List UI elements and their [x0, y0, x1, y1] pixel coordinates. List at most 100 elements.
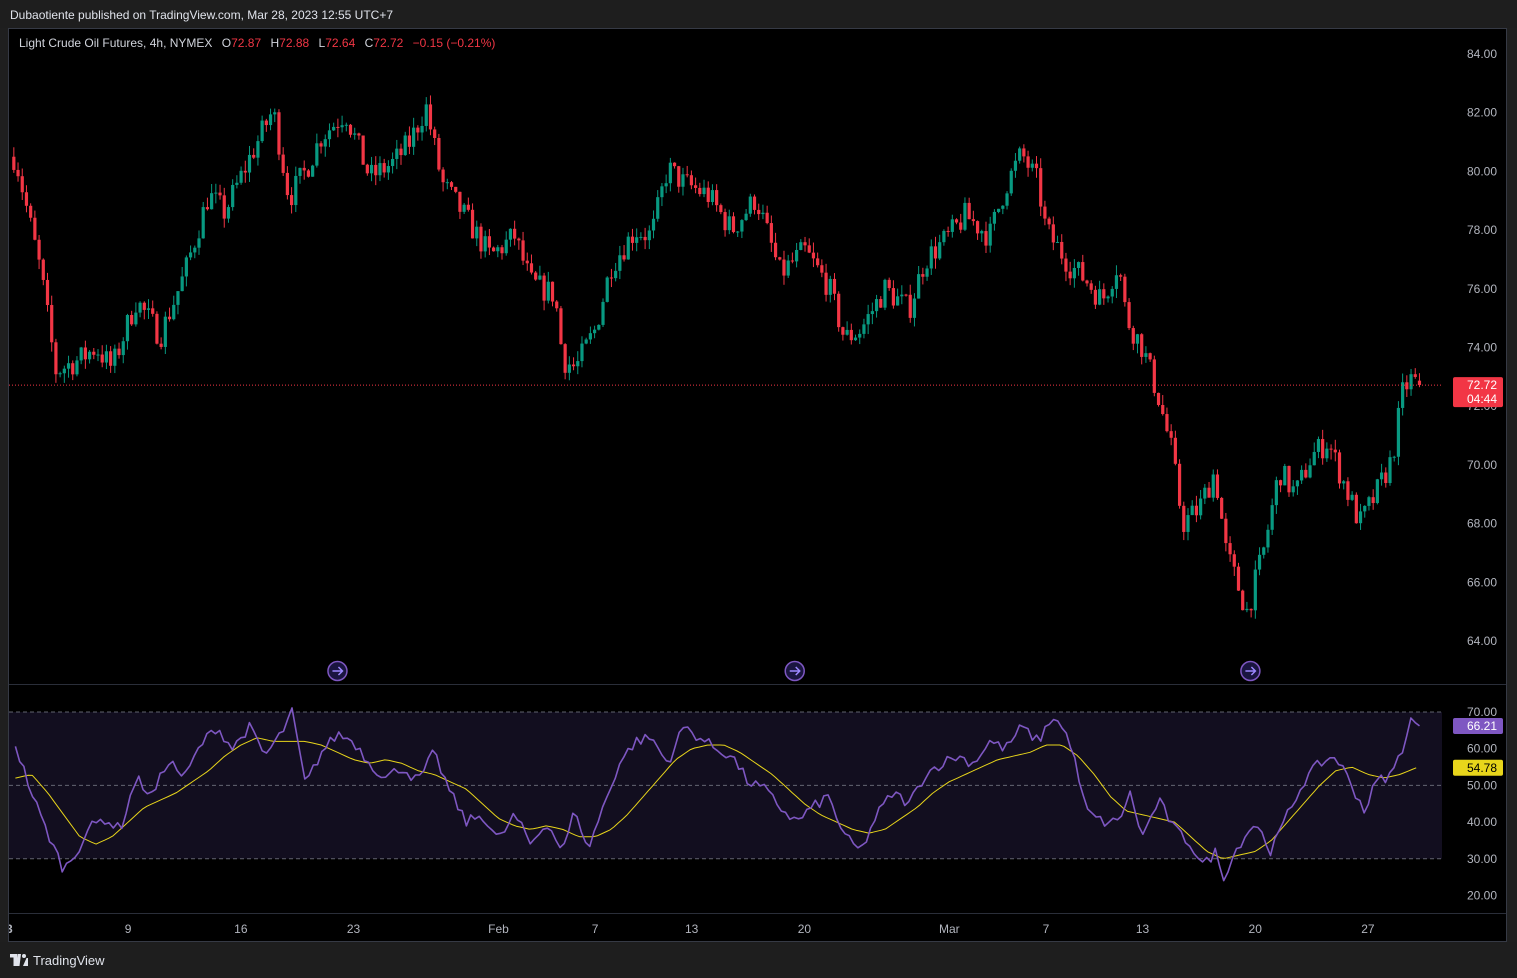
- candle-body: [1308, 465, 1312, 478]
- event-marker-arrow: [1245, 666, 1257, 676]
- candle-body: [1043, 206, 1047, 219]
- legend-close-label: C: [364, 36, 374, 50]
- candle-body: [428, 104, 433, 130]
- candle-body: [1203, 487, 1207, 499]
- candle-body: [1354, 494, 1358, 524]
- time-axis-tick: 23: [347, 922, 361, 936]
- candle-body: [319, 143, 323, 147]
- candle-body: [664, 183, 668, 187]
- candle-body: [374, 164, 378, 176]
- candle-body: [470, 209, 475, 239]
- candle-body: [163, 316, 167, 347]
- candle-body: [1245, 608, 1249, 611]
- candle-body: [811, 252, 816, 259]
- candle-body: [1363, 505, 1367, 512]
- candle-body: [289, 195, 294, 206]
- tradingview-logo-icon[interactable]: [10, 954, 28, 966]
- candle-body: [487, 236, 491, 248]
- candle-body: [210, 193, 214, 210]
- candle-body: [900, 294, 904, 297]
- candle-body: [155, 313, 159, 344]
- candle-body: [298, 167, 302, 176]
- time-axis-tick: 16: [234, 922, 248, 936]
- legend-close-value: 72.72: [373, 36, 404, 50]
- candle-body: [879, 299, 883, 308]
- candle-body: [462, 204, 466, 212]
- candle-body: [332, 126, 336, 131]
- rsi-axis-tick: 70.00: [1467, 705, 1497, 719]
- candle-body: [1081, 262, 1085, 281]
- candle-body: [1236, 566, 1241, 591]
- candle-body: [1072, 267, 1076, 279]
- time-axis-tick: Feb: [488, 922, 509, 936]
- time-axis-tick: 13: [685, 922, 699, 936]
- candle-body: [1068, 271, 1072, 279]
- candle-body: [1253, 569, 1257, 611]
- candle-body: [668, 162, 672, 184]
- candle-body: [483, 236, 487, 252]
- candle-body: [475, 226, 479, 239]
- candle-body: [214, 192, 218, 194]
- candle-body: [1013, 160, 1018, 171]
- candle-body: [563, 344, 567, 373]
- candle-body: [1409, 374, 1413, 390]
- candle-body: [151, 308, 155, 314]
- candle-body: [672, 162, 677, 167]
- candle-body: [285, 172, 289, 196]
- candle-body: [643, 236, 647, 241]
- tradingview-brand[interactable]: TradingView: [33, 953, 105, 968]
- candle-body: [1392, 456, 1396, 458]
- price-axis-tick: 80.00: [1467, 164, 1497, 178]
- top-bar: Dubaotiente published on TradingView.com…: [0, 0, 1517, 28]
- price-axis-tick: 78.00: [1467, 223, 1497, 237]
- candle-body: [1060, 241, 1064, 259]
- candle-body: [54, 342, 58, 375]
- candle-body: [109, 351, 113, 366]
- candle-body: [1295, 480, 1300, 487]
- candle-body: [1270, 505, 1274, 530]
- candle-body: [580, 343, 584, 362]
- candle-body: [29, 205, 33, 218]
- candle-body: [222, 195, 226, 219]
- candle-body: [529, 263, 534, 273]
- candle-body: [466, 204, 470, 210]
- candle-body: [1001, 205, 1005, 209]
- candle-body: [1300, 469, 1304, 481]
- candle-body: [820, 265, 824, 273]
- candle-body: [71, 363, 75, 375]
- candle-body: [399, 148, 403, 156]
- candle-body: [33, 217, 37, 240]
- candle-body: [1329, 448, 1333, 450]
- chart-canvas[interactable]: 84.0082.0080.0078.0076.0074.0072.0070.00…: [9, 29, 1506, 941]
- candle-body: [1190, 505, 1194, 516]
- candle-body: [1102, 289, 1106, 299]
- candle-body: [176, 291, 180, 305]
- candle-body: [689, 175, 693, 186]
- candle-body: [104, 351, 109, 363]
- candle-body: [853, 337, 858, 341]
- candle-body: [1283, 465, 1287, 486]
- chart-frame[interactable]: 84.0082.0080.0078.0076.0074.0072.0070.00…: [8, 28, 1507, 942]
- candle-body: [268, 114, 273, 126]
- candle-body: [1304, 469, 1308, 478]
- candle-body: [420, 125, 424, 133]
- candle-body: [1098, 289, 1102, 305]
- time-axis-tick: 9: [125, 922, 132, 936]
- time-axis-tick: 13: [1136, 922, 1150, 936]
- candle-body: [887, 279, 891, 289]
- candle-body: [180, 276, 184, 292]
- candle-body: [534, 272, 538, 280]
- legend-change: −0.15 (−0.21%): [412, 36, 496, 50]
- candle-body: [803, 242, 807, 246]
- candle-body: [1232, 554, 1236, 567]
- candle-body: [508, 228, 513, 240]
- candle-body: [281, 154, 285, 173]
- candle-body: [226, 207, 231, 219]
- candle-body: [651, 218, 656, 231]
- candle-body: [576, 361, 580, 367]
- candle-body: [925, 268, 929, 277]
- candle-body: [517, 238, 521, 241]
- candle-body: [849, 329, 853, 341]
- candle-body: [357, 133, 361, 136]
- candle-body: [87, 351, 92, 360]
